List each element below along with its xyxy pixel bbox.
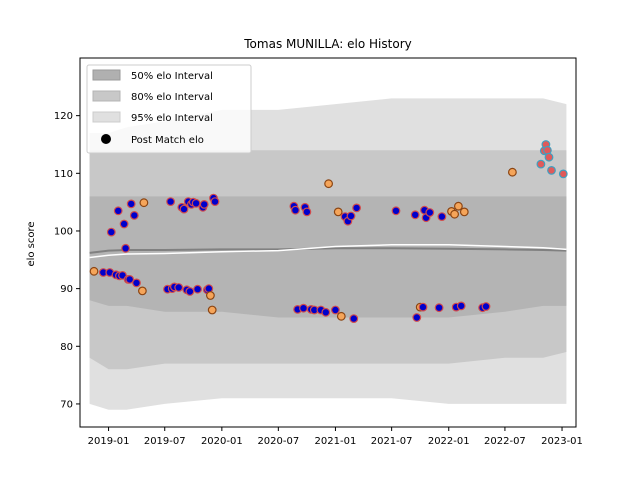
data-point	[132, 278, 141, 288]
data-point	[302, 207, 312, 217]
band-50-interval	[89, 196, 567, 318]
smoothed-elo-line	[89, 244, 567, 259]
data-point	[336, 311, 346, 321]
plot-area	[79, 57, 577, 428]
legend-swatch-95	[92, 111, 121, 123]
legend-label-80: 80% elo Interval	[131, 92, 213, 103]
data-point	[410, 210, 420, 220]
chart-title: Tomas MUNILLA: elo History	[243, 37, 411, 51]
data-point	[191, 198, 201, 208]
y-tick-label: 80	[60, 342, 73, 353]
data-point	[89, 266, 99, 276]
data-point	[454, 201, 463, 211]
y-tick-label: 110	[54, 169, 73, 180]
legend-marker-post-match	[101, 134, 111, 144]
data-point	[121, 243, 130, 253]
x-tick-label: 2019-01	[88, 436, 130, 447]
data-point	[126, 199, 136, 209]
data-point	[193, 284, 203, 294]
data-point	[137, 286, 147, 296]
y-tick-label: 70	[60, 399, 73, 410]
data-point	[324, 179, 334, 189]
data-point	[508, 167, 517, 177]
data-point	[459, 207, 469, 217]
data-point	[418, 302, 428, 312]
data-point	[544, 152, 554, 162]
data-point	[352, 203, 362, 213]
legend-label-95: 95% elo Interval	[131, 113, 213, 124]
data-point	[106, 227, 116, 237]
y-axis: 70 80 90 100 110 120	[54, 111, 80, 410]
data-point	[205, 291, 215, 300]
x-tick-label: 2022-01	[428, 436, 470, 447]
data-point	[456, 301, 466, 311]
legend-label-post-match: Post Match elo	[131, 135, 204, 146]
x-tick-label: 2023-01	[541, 436, 583, 447]
legend: 50% elo Interval 80% elo Interval 95% el…	[86, 64, 252, 154]
plot-frame	[79, 57, 577, 428]
legend-swatch-80	[92, 90, 121, 102]
data-point	[536, 159, 546, 169]
data-point	[547, 165, 556, 175]
data-point	[481, 302, 491, 311]
data-point	[291, 205, 300, 215]
x-axis: 2019-01 2019-07 2020-01 2020-07 2021-01 2021-…	[88, 427, 583, 447]
data-point	[333, 207, 343, 217]
data-point	[299, 303, 308, 313]
x-tick-label: 2021-07	[371, 436, 413, 447]
y-tick-label: 100	[54, 226, 73, 237]
data-point	[139, 198, 149, 208]
y-tick-label: 120	[54, 111, 73, 122]
data-point	[450, 209, 460, 219]
legend-frame	[86, 64, 252, 154]
x-tick-label: 2020-01	[201, 436, 243, 447]
data-point	[119, 219, 129, 229]
legend-swatch-50	[92, 69, 121, 81]
data-point	[412, 313, 422, 322]
data-point	[129, 210, 139, 220]
data-point	[425, 208, 435, 217]
data-point	[331, 305, 340, 315]
data-point	[185, 287, 195, 296]
y-axis-label: elo score	[26, 221, 37, 266]
data-point	[174, 283, 184, 292]
legend-label-50: 50% elo Interval	[131, 71, 213, 82]
data-point	[437, 212, 447, 222]
data-point	[558, 169, 568, 179]
data-point	[346, 211, 356, 221]
data-point	[210, 197, 220, 207]
x-tick-label: 2020-07	[257, 436, 299, 447]
data-point	[434, 303, 444, 313]
data-point	[321, 307, 331, 317]
data-point	[207, 305, 217, 315]
data-point	[349, 314, 359, 324]
data-point	[113, 206, 123, 216]
x-tick-label: 2019-07	[144, 436, 186, 447]
y-tick-label: 90	[60, 284, 73, 295]
x-tick-label: 2021-01	[315, 436, 357, 447]
data-point	[166, 197, 176, 207]
data-point	[179, 204, 189, 214]
data-point	[125, 275, 135, 284]
x-tick-label: 2022-07	[484, 436, 526, 447]
data-point	[199, 199, 209, 209]
data-point	[391, 206, 401, 216]
